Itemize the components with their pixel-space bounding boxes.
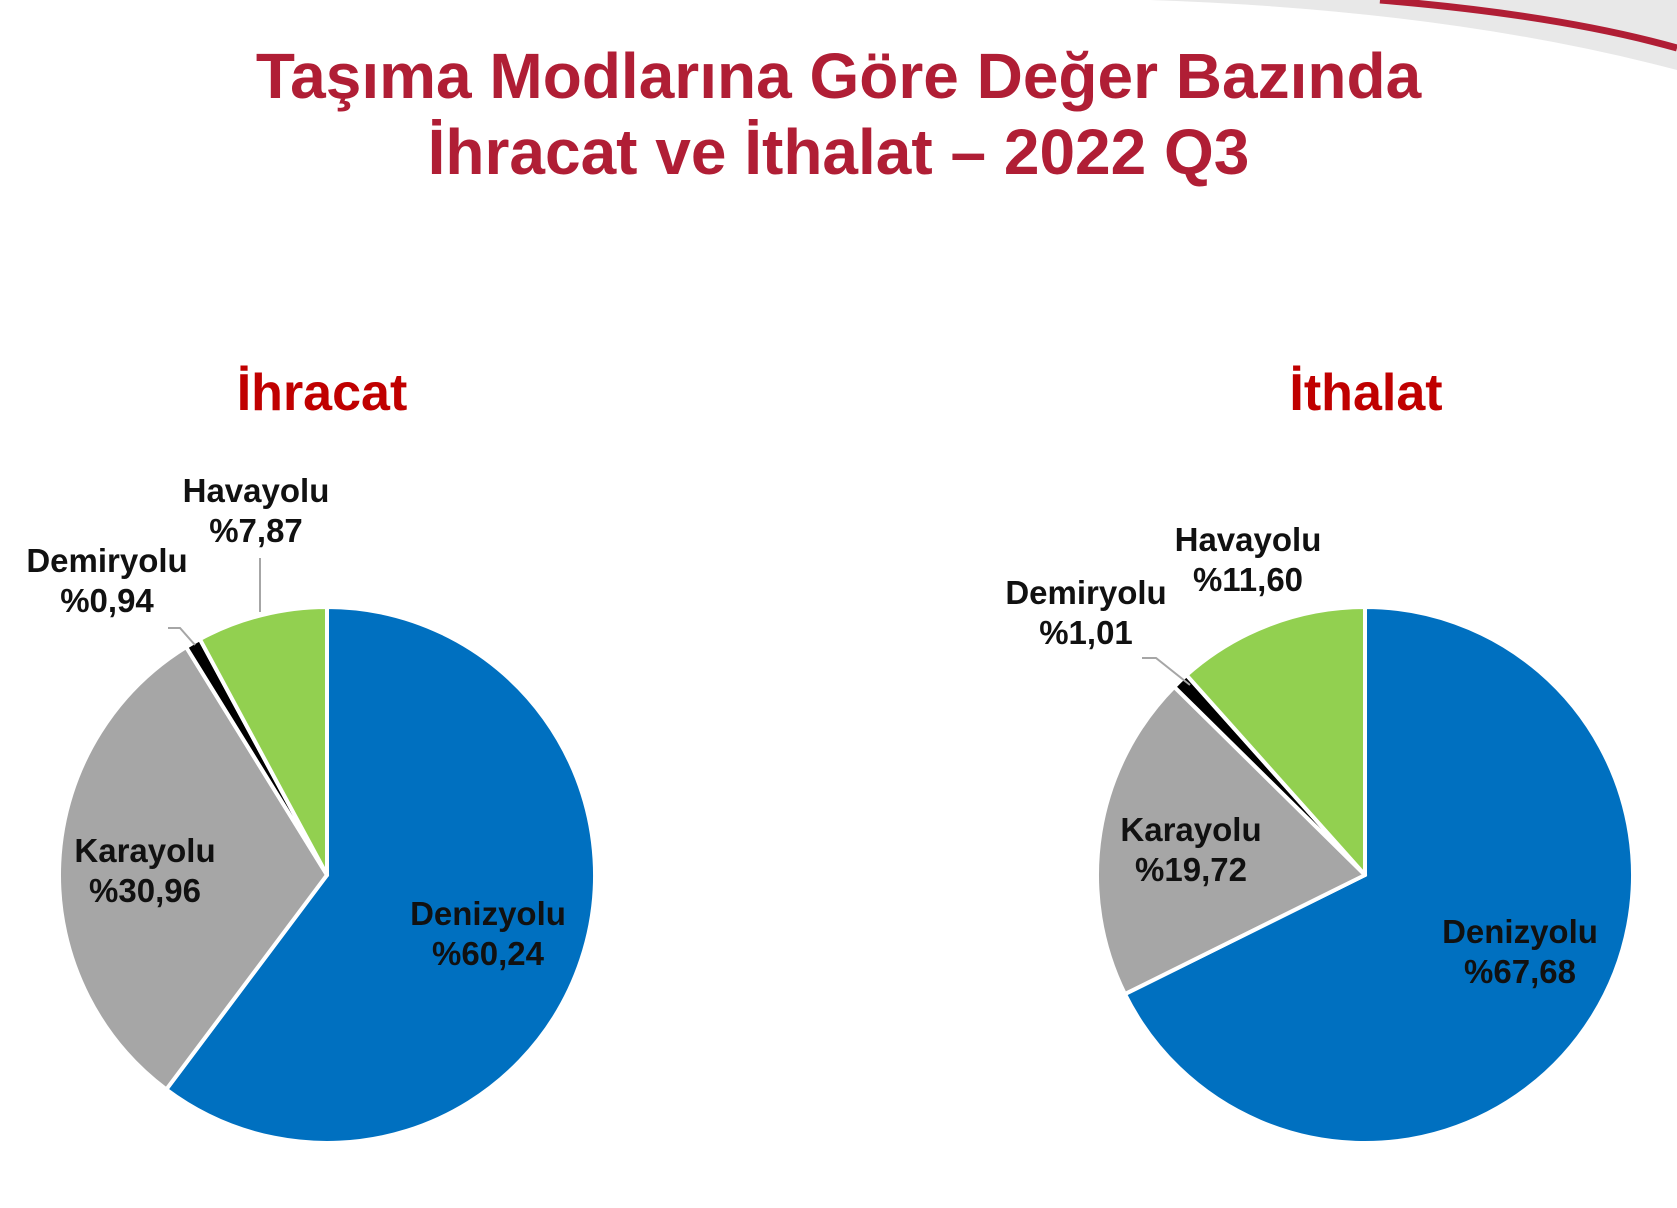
ithalat-label-havayolu: Havayolu %11,60 [1175, 521, 1322, 598]
ihracat-label-name: Demiryolu [26, 542, 187, 579]
ihracat-label-demiryolu: Demiryolu %0,94 [26, 542, 187, 619]
ithalat-label-name: Demiryolu [1005, 574, 1166, 611]
ihracat-label-name: Havayolu [183, 472, 330, 509]
ihracat-label-value: %0,94 [60, 582, 154, 619]
ithalat-chart-title: İthalat [1289, 364, 1443, 422]
corner-swoosh-red [1379, 0, 1677, 52]
ihracat-label-name: Karayolu [74, 832, 215, 869]
ithalat-label-value: %19,72 [1135, 851, 1247, 888]
ihracat-label-karayolu: Karayolu %30,96 [74, 832, 215, 909]
ihracat-chart-title: İhracat [236, 364, 408, 422]
ihracat-label-name: Denizyolu [410, 895, 566, 932]
ithalat-label-denizyolu: Denizyolu %67,68 [1442, 913, 1598, 990]
ihracat-leader-demiryolu [168, 627, 196, 646]
page-title: Taşıma Modlarına Göre Değer Bazında İhra… [0, 38, 1677, 190]
ithalat-label-value: %1,01 [1039, 614, 1133, 651]
ithalat-label-name: Denizyolu [1442, 913, 1598, 950]
ihracat-label-value: %60,24 [432, 935, 545, 972]
ihracat-slice-denizyolu [164, 605, 597, 1145]
ithalat-label-name: Havayolu [1175, 521, 1322, 558]
ihracat-slice-havayolu [197, 605, 329, 877]
ithalat-label-karayolu: Karayolu %19,72 [1120, 811, 1261, 888]
ihracat-slice-karayolu [57, 645, 329, 1092]
ithalat-label-name: Karayolu [1120, 811, 1261, 848]
ithalat-label-value: %67,68 [1464, 953, 1576, 990]
ihracat-label-denizyolu: Denizyolu %60,24 [410, 895, 566, 972]
ithalat-label-demiryolu: Demiryolu %1,01 [1005, 574, 1166, 651]
ithalat-slice-denizyolu [1122, 605, 1636, 1145]
ihracat-label-value: %30,96 [89, 872, 201, 909]
ithalat-label-value: %11,60 [1193, 561, 1303, 598]
ithalat-slice-karayolu [1095, 684, 1367, 997]
ithalat-slice-havayolu [1184, 605, 1367, 877]
ithalat-leader-demiryolu [1142, 657, 1191, 686]
ihracat-label-havayolu: Havayolu %7,87 [183, 472, 330, 549]
page-title-line2: İhracat ve İthalat – 2022 Q3 [427, 116, 1250, 188]
ihracat-label-value: %7,87 [209, 512, 303, 549]
page-title-line1: Taşıma Modlarına Göre Değer Bazında [255, 40, 1422, 112]
